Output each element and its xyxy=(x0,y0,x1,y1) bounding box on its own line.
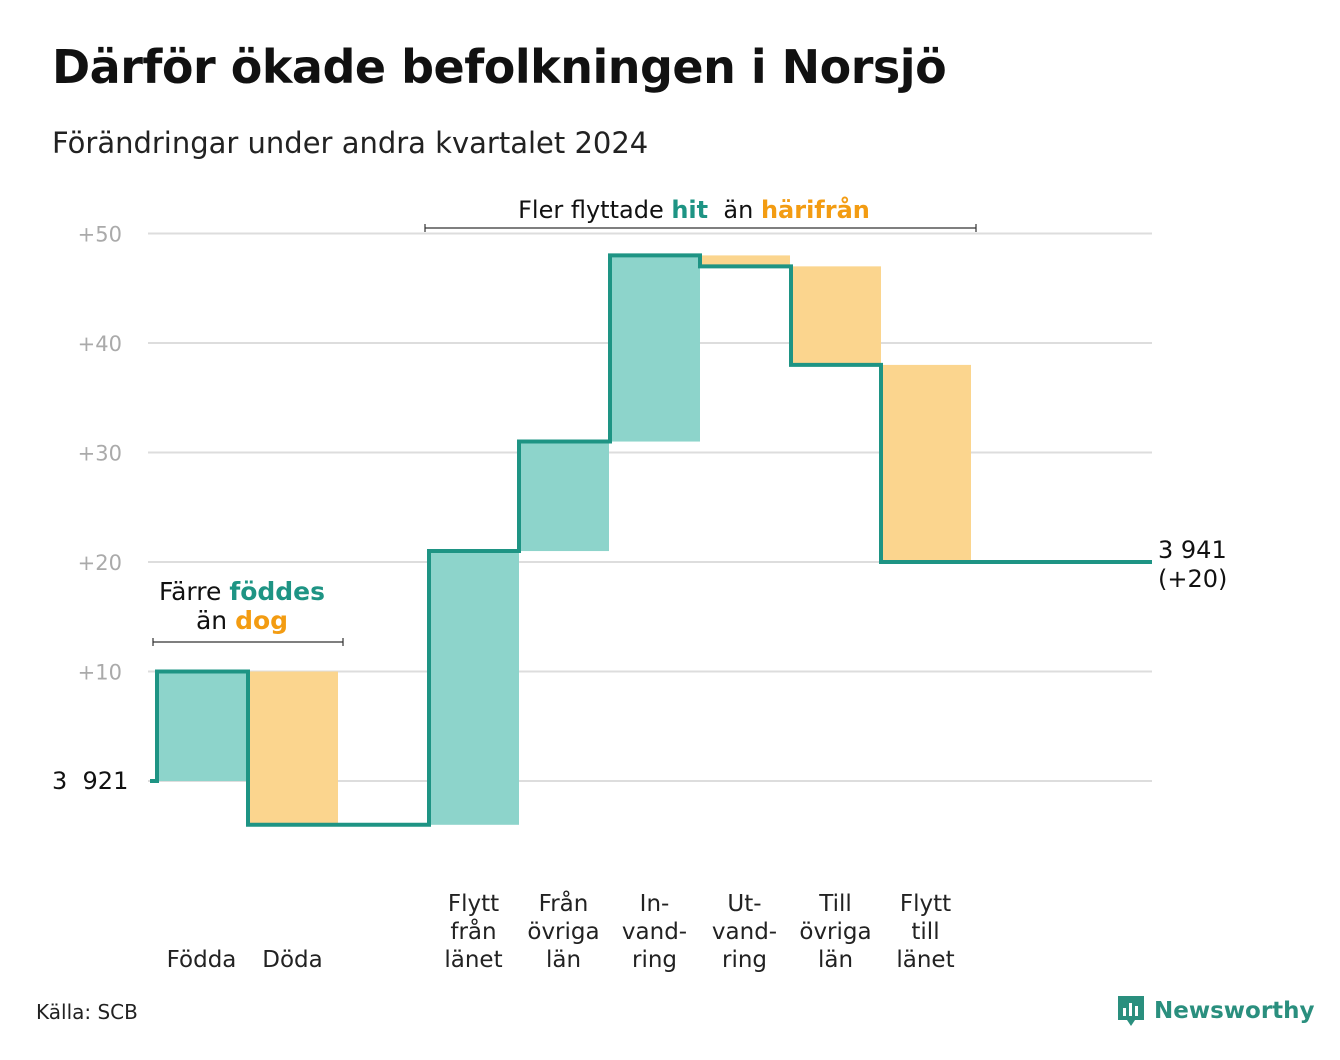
category-label: övriga xyxy=(527,919,599,945)
annotation-segment: Färre xyxy=(159,577,229,606)
category-label: Döda xyxy=(262,947,322,973)
category-label: län xyxy=(818,947,853,973)
annotation-segment: Fler flyttade xyxy=(518,196,671,224)
annotation-text: Fler flyttade hit än härifrån xyxy=(518,195,870,224)
waterfall-bar xyxy=(429,551,519,825)
label-layer: +50 +40 +30 +20 +10 3 921 3 941(+20) Födda Döda F… xyxy=(52,195,1227,973)
category-label: övriga xyxy=(799,919,871,945)
category-label: Till xyxy=(818,891,852,917)
bar-layer xyxy=(157,255,971,825)
waterfall-bar xyxy=(610,255,700,442)
y-tick-label: +40 xyxy=(78,332,122,356)
waterfall-bar xyxy=(248,671,338,825)
waterfall-bar xyxy=(157,671,247,781)
category-label: vand- xyxy=(622,919,687,945)
annotation-segment: föddes xyxy=(229,577,325,606)
line-layer xyxy=(150,253,1152,827)
newsworthy-logo-icon xyxy=(1118,996,1144,1026)
end-change-label: (+20) xyxy=(1158,565,1227,593)
category-label: Flytt xyxy=(900,891,951,917)
category-label: län xyxy=(546,947,581,973)
annotation-segment: än xyxy=(196,606,235,635)
chart-subtitle: Förändringar under andra kvartalet 2024 xyxy=(52,126,649,160)
annotation-segment: dog xyxy=(235,606,288,635)
y-tick-label: +30 xyxy=(78,442,122,466)
y-tick-label: +20 xyxy=(78,551,122,575)
chart-title: Därför ökade befolkningen i Norsjö xyxy=(52,40,947,94)
annotation-text: Färre föddes xyxy=(159,577,325,606)
start-value-label: 3 921 xyxy=(52,767,128,795)
annotation-segment: härifrån xyxy=(761,195,870,224)
end-value-label: 3 941 xyxy=(1158,536,1227,564)
step-line xyxy=(150,253,1152,827)
y-tick-label: +10 xyxy=(78,661,122,685)
category-label: Ut- xyxy=(727,891,761,917)
category-label: Flytt xyxy=(448,891,499,917)
category-label: länet xyxy=(444,947,502,973)
category-label: länet xyxy=(896,947,954,973)
category-label: In- xyxy=(640,891,670,917)
brand-name: Newsworthy xyxy=(1154,998,1315,1024)
category-label: Från xyxy=(539,889,589,917)
category-label: Födda xyxy=(167,947,237,973)
category-label: vand- xyxy=(712,919,777,945)
category-label: till xyxy=(911,919,939,945)
source-note: Källa: SCB xyxy=(36,1000,138,1024)
waterfall-bar xyxy=(700,255,790,267)
category-label: ring xyxy=(632,947,677,973)
waterfall-bar xyxy=(519,441,609,552)
annotation-text: än dog xyxy=(196,606,288,635)
annotation-segment: än xyxy=(708,196,761,224)
y-tick-label: +50 xyxy=(78,223,122,247)
category-label: ring xyxy=(722,947,767,973)
waterfall-bar xyxy=(791,266,881,365)
category-label: från xyxy=(450,917,496,945)
brand[interactable]: Newsworthy xyxy=(1116,994,1315,1028)
waterfall-bar xyxy=(881,364,971,562)
annotation-segment: hit xyxy=(671,196,708,224)
